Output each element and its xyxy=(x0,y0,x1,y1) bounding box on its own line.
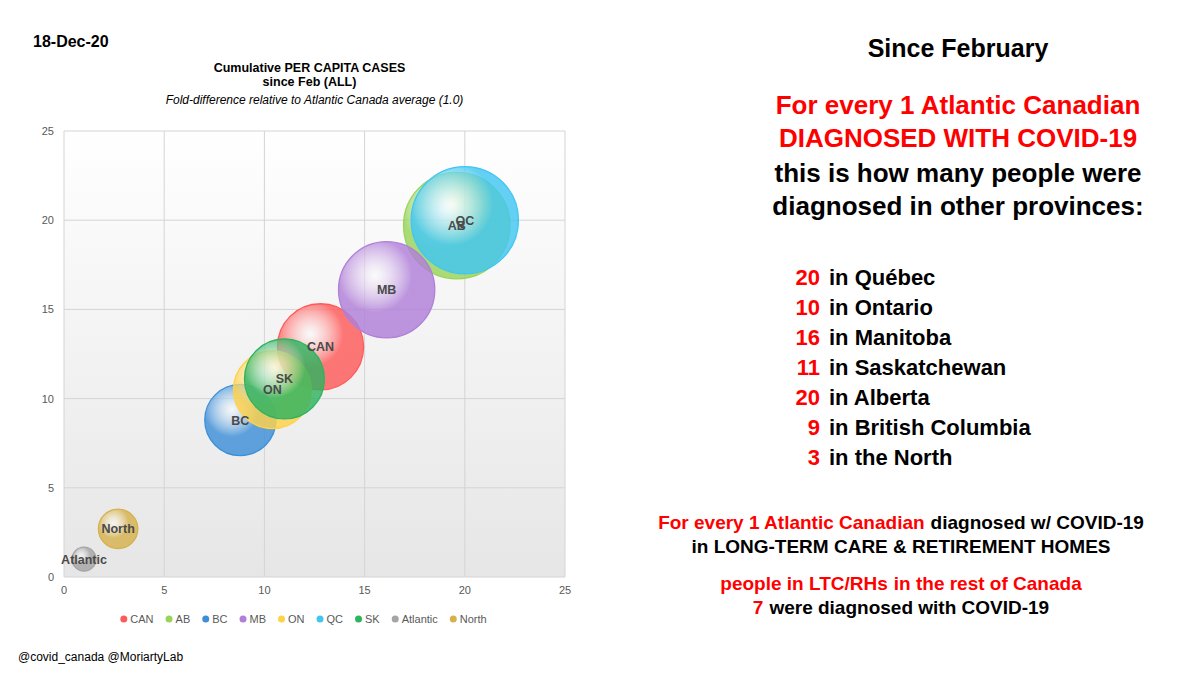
grid-line-x xyxy=(565,131,566,577)
legend-label: SK xyxy=(365,613,380,625)
y-tick-label: 15 xyxy=(42,303,54,315)
ltc-line: in LONG-TERM CARE & RETIREMENT HOMES xyxy=(691,536,1110,557)
legend-label: Atlantic xyxy=(402,613,439,625)
panel-row-label: in Ontario xyxy=(829,295,933,320)
y-tick-label: 5 xyxy=(48,482,54,494)
chart-title: Cumulative PER CAPITA CASES xyxy=(214,61,406,75)
ltc-segment: people in LTC/RHs xyxy=(720,573,887,594)
x-tick-label: 15 xyxy=(358,584,370,596)
panel-lead: DIAGNOSED WITH COVID-19 xyxy=(779,123,1137,153)
credit: @covid_canada @MoriartyLab xyxy=(18,650,183,664)
legend-marker xyxy=(392,616,399,623)
x-tick-label: 5 xyxy=(161,584,167,596)
bubble-label: BC xyxy=(231,414,249,428)
panel-question: this is how many people were xyxy=(775,158,1142,188)
panel-heading: Since February xyxy=(868,34,1049,62)
bubble-label: SK xyxy=(276,372,293,386)
y-tick-label: 20 xyxy=(42,214,54,226)
panel-lead: For every 1 Atlantic Canadian xyxy=(776,90,1141,120)
bubble-label: QC xyxy=(455,214,474,228)
y-tick-label: 0 xyxy=(48,571,54,583)
legend-marker xyxy=(317,616,324,623)
ltc-segment: in LONG-TERM CARE & RETIREMENT HOMES xyxy=(691,536,1110,557)
grid-line-x xyxy=(164,131,165,577)
panel-row-value: 10 xyxy=(796,295,820,320)
bubble-label: MB xyxy=(377,283,396,297)
legend-label: AB xyxy=(176,613,191,625)
bubble xyxy=(411,167,518,274)
y-tick-label: 25 xyxy=(42,125,54,137)
ltc-segment: For every 1 Atlantic Canadian xyxy=(658,512,924,533)
bubble xyxy=(338,242,434,338)
chart-subtitle: Fold-difference relative to Atlantic Can… xyxy=(166,93,464,107)
panel-row-value: 3 xyxy=(808,445,820,470)
legend: CAN AB BC MB ON QC SK Atlantic North xyxy=(120,613,486,625)
panel-row-label: in the North xyxy=(829,445,952,470)
ltc-line: people in LTC/RHs in the rest of Canada xyxy=(720,573,1082,594)
legend-label: BC xyxy=(212,613,227,625)
panel-row-label: in British Columbia xyxy=(829,415,1031,440)
x-tick-label: 25 xyxy=(559,584,571,596)
grid-line-x xyxy=(364,131,365,577)
panel-row-label: in Alberta xyxy=(829,385,930,410)
ltc-line: For every 1 Atlantic Canadian diagnosed w… xyxy=(658,512,1144,533)
bubble-label: Atlantic xyxy=(61,553,107,567)
bubble-label: North xyxy=(101,522,134,536)
legend-marker xyxy=(450,616,457,623)
legend-label: MB xyxy=(250,613,267,625)
y-tick-label: 10 xyxy=(42,393,54,405)
x-tick-label: 0 xyxy=(61,584,67,596)
panel-row-label: in Manitoba xyxy=(829,325,952,350)
panel-row-value: 16 xyxy=(796,325,820,350)
panel-row-value: 20 xyxy=(796,385,820,410)
legend-label: ON xyxy=(288,613,305,625)
legend-marker xyxy=(166,616,173,623)
legend-label: QC xyxy=(327,613,344,625)
legend-marker xyxy=(120,616,127,623)
grid-line-x xyxy=(64,131,65,577)
ltc-segment: were diagnosed with COVID-19 xyxy=(768,597,1049,618)
legend-marker xyxy=(278,616,285,623)
ltc-segment: in the rest of Canada xyxy=(894,573,1082,594)
legend-label: North xyxy=(460,613,487,625)
panel-row-value: 20 xyxy=(796,265,820,290)
panel-row-label: in Saskatchewan xyxy=(829,355,1006,380)
grid xyxy=(64,131,565,577)
plot-background xyxy=(64,131,565,577)
grid-line-y xyxy=(64,131,565,132)
bubbles xyxy=(72,167,518,572)
legend-marker xyxy=(355,616,362,623)
panel-row-value: 9 xyxy=(808,415,820,440)
panel-question: diagnosed in other provinces: xyxy=(772,191,1143,221)
bubble-labels: CANABBCMBONQCSKAtlanticNorth xyxy=(61,214,474,567)
legend-marker xyxy=(202,616,209,623)
panel-row-label: in Québec xyxy=(829,265,935,290)
bubble-label: CAN xyxy=(307,340,334,354)
ltc-segment: 7 xyxy=(753,597,764,618)
page: 0 5 10 15 20 25 0 5 10 15 20 25 Cumulative PER CAPIT… xyxy=(0,0,1200,675)
legend-marker xyxy=(240,616,247,623)
legend-label: CAN xyxy=(130,613,153,625)
x-tick-label: 10 xyxy=(258,584,270,596)
x-tick-label: 20 xyxy=(459,584,471,596)
grid-line-y xyxy=(64,487,565,488)
grid-line-y xyxy=(64,577,565,578)
ltc-line: 7were diagnosed with COVID-19 xyxy=(753,597,1049,618)
bubble xyxy=(98,509,137,548)
ltc-segment: diagnosed w/ COVID-19 xyxy=(931,512,1144,533)
panel-row-value: 11 xyxy=(797,355,820,380)
chart-title: since Feb (ALL) xyxy=(263,75,357,89)
date: 18-Dec-20 xyxy=(33,33,109,50)
